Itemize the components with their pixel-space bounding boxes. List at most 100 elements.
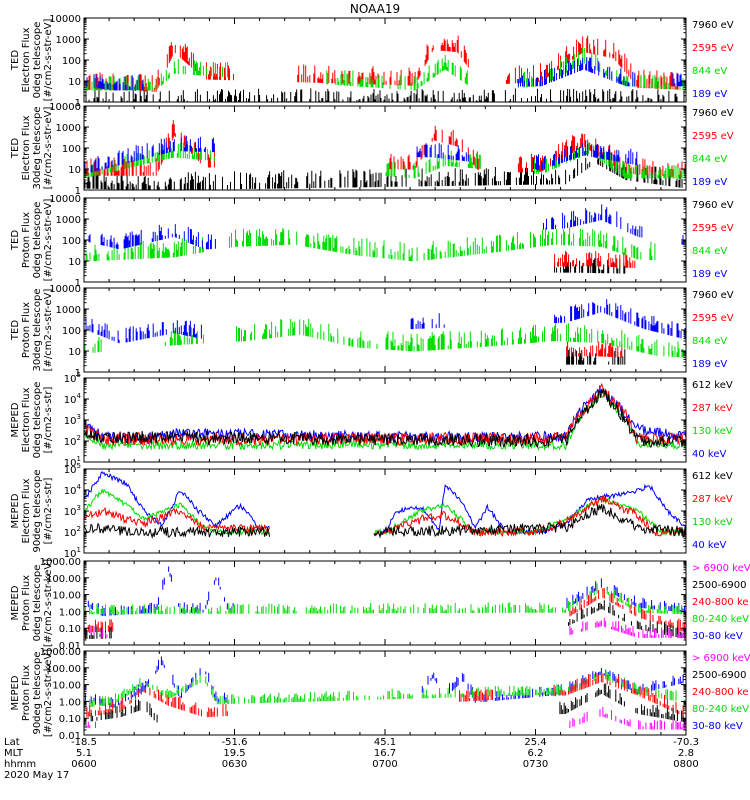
y-tick-label: 10.00 <box>52 591 81 602</box>
panel-frame <box>83 377 687 463</box>
time-axis-tick-hhmm: 0800 <box>673 759 698 770</box>
legend-entry: 2595 eV <box>692 223 734 234</box>
legend-entry: 844 eV <box>692 246 727 257</box>
y-axis-label: MEPEDProton Flux90deg telescope[#/cm2-s-… <box>10 649 54 737</box>
y-tick-label: 1000 <box>56 215 81 226</box>
legend-entry: 189 eV <box>692 269 727 280</box>
series-line-7960-ev <box>554 258 626 274</box>
y-tick-label: 101 <box>64 546 81 560</box>
y-tick-label: 10 <box>68 165 81 176</box>
panel-6: 101 102 103 104 105 MEPEDElectron Flux90deg t… <box>10 462 733 560</box>
series-line--6900-kev <box>83 617 687 638</box>
y-tick-label: 1000.00 <box>40 557 81 568</box>
legend-entry: 240-800 ke <box>692 597 749 608</box>
y-tick-label: 100 <box>62 236 81 247</box>
series-line-2595-ev <box>554 250 636 269</box>
y-tick-label: 1000 <box>56 305 81 316</box>
legend-entry: 844 eV <box>692 66 727 77</box>
panel-frame <box>83 560 687 646</box>
legend-entry: 30-80 keV <box>692 721 743 732</box>
y-axis-label: MEPEDElectron Flux90deg telescope[#/cm2-… <box>10 469 54 552</box>
legend-entry: 2595 eV <box>692 43 734 54</box>
legend-entry: 130 keV <box>692 517 733 528</box>
y-tick-label: 102 <box>64 525 81 539</box>
series-line-844-ev <box>83 48 687 91</box>
y-tick-label: 10000 <box>49 284 81 295</box>
legend-entry: > 6900 keV <box>692 653 750 664</box>
legend-entry: 130 keV <box>692 426 733 437</box>
y-tick-label: 1 <box>75 368 81 379</box>
y-tick-label: 105 <box>64 462 81 476</box>
legend-entry: 80-240 keV <box>692 614 749 625</box>
y-tick-label: 102 <box>64 434 81 448</box>
y-tick-label: 104 <box>64 392 82 406</box>
y-tick-label: 100 <box>62 144 81 155</box>
legend-entry: 844 eV <box>692 154 727 165</box>
y-tick-label: 1000 <box>56 123 81 134</box>
time-axis-tick-mlt: 2.8 <box>678 748 694 759</box>
legend-entry: 189 eV <box>692 359 727 370</box>
y-tick-label: 1000 <box>56 35 81 46</box>
legend-entry: 240-800 ke <box>692 687 749 698</box>
time-axis-row-label: Lat <box>4 737 20 748</box>
series-line-612-kev <box>83 503 687 540</box>
series-line-189-ev <box>83 135 638 175</box>
time-axis-tick-lat: -70.3 <box>673 737 699 748</box>
y-tick-label: 100.00 <box>46 664 81 675</box>
date-label: 2020 May 17 <box>4 770 69 781</box>
series-line-612-kev <box>83 388 687 448</box>
y-tick-label: 100 <box>62 326 81 337</box>
time-axis-tick-lat: 45.1 <box>374 737 396 748</box>
series-line-130-kev <box>83 389 687 452</box>
legend-entry: 7960 eV <box>692 200 734 211</box>
time-axis-row-label: hhmm <box>4 759 36 770</box>
legend-entry: 2595 eV <box>692 131 734 142</box>
y-tick-label: 1000.00 <box>40 647 81 658</box>
y-tick-label: 103 <box>64 413 81 427</box>
panel-7: 0.01 0.10 1.00 10.00 100.00 1000.00MEPEDProto… <box>10 557 750 652</box>
y-tick-label: 1.00 <box>59 697 81 708</box>
figure-title: NOAA19 <box>350 2 400 16</box>
legend-entry: 40 keV <box>692 540 726 551</box>
y-tick-label: 10 <box>68 347 81 358</box>
legend-entry: 189 eV <box>692 89 727 100</box>
legend-entry: 2500-6900 <box>692 670 747 681</box>
series-line--6900-kev <box>83 706 686 730</box>
y-axis-label: TEDElectron Flux30deg telescope[#/cm2-s-… <box>10 106 54 189</box>
legend-entry: 40 keV <box>692 449 726 460</box>
y-tick-label: 103 <box>64 504 81 518</box>
y-tick-label: 100 <box>62 56 81 67</box>
time-axis-tick-hhmm: 0630 <box>222 759 247 770</box>
series-line-2500-6900 <box>83 600 686 640</box>
y-axis-label: MEPEDElectron Flux0deg telescope[#/cm2-s… <box>10 382 54 459</box>
legend-entry: 612 keV <box>692 471 733 482</box>
y-tick-label: 0.01 <box>59 731 81 742</box>
legend-entry: 30-80 keV <box>692 631 743 642</box>
legend-entry: 612 keV <box>692 380 733 391</box>
legend-entry: 287 keV <box>692 403 733 414</box>
legend-entry: 7960 eV <box>692 108 734 119</box>
time-axis-tick-hhmm: 0730 <box>523 759 548 770</box>
series-line-844-ev <box>83 227 656 262</box>
legend-entry: 287 keV <box>692 494 733 505</box>
panel-8: 0.01 0.10 1.00 10.00 100.00 1000.00MEPEDProto… <box>10 647 750 742</box>
y-tick-label: 100.00 <box>46 574 81 585</box>
y-tick-label: 1 <box>75 186 81 197</box>
legend-entry: 80-240 keV <box>692 704 749 715</box>
series-line-7960-ev <box>566 349 626 365</box>
y-tick-label: 10 <box>68 77 81 88</box>
legend-entry: 2500-6900 <box>692 580 747 591</box>
y-tick-label: 101 <box>64 455 81 469</box>
y-tick-label: 0.10 <box>59 624 81 635</box>
y-tick-label: 10000 <box>49 194 81 205</box>
legend-entry: 2595 eV <box>692 313 734 324</box>
y-tick-label: 10.00 <box>52 681 81 692</box>
y-tick-label: 105 <box>64 371 81 385</box>
y-tick-label: 10000 <box>49 102 81 113</box>
